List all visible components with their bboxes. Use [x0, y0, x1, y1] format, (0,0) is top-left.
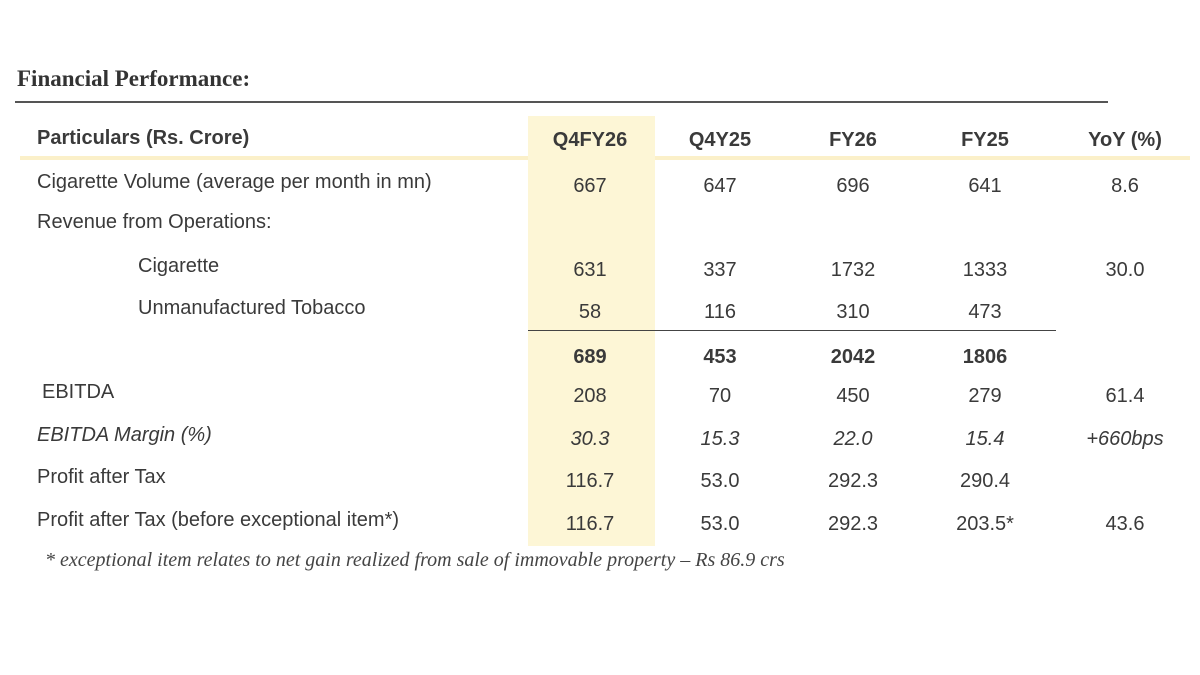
cell: 15.3: [700, 428, 740, 450]
cell: 337: [703, 259, 737, 281]
cell: 30.0: [1105, 259, 1145, 281]
cell: 453: [703, 346, 737, 368]
subtotal-rule: [528, 330, 1056, 331]
row-label: Unmanufactured Tobacco: [138, 297, 366, 319]
row-label: Cigarette Volume (average per month in m…: [37, 171, 432, 193]
cell: 2042: [830, 346, 876, 368]
cell: 1732: [830, 259, 876, 281]
highlight-column: [528, 116, 655, 546]
cell: 15.4: [965, 428, 1005, 450]
header-cell: YoY (%): [1088, 129, 1162, 151]
row-label: EBITDA: [42, 381, 115, 403]
cell: 116.7: [565, 513, 615, 535]
cell: 667: [573, 175, 607, 197]
cell: 22.0: [833, 428, 873, 450]
cell: 290.4: [959, 470, 1011, 492]
cell: 292.3: [827, 513, 879, 535]
header-cell: FY26: [829, 129, 877, 151]
cell: 58: [578, 301, 602, 323]
row-label: Cigarette: [138, 255, 220, 277]
cell: 1806: [962, 346, 1008, 368]
cell: 631: [573, 259, 607, 281]
header-cell: FY25: [961, 129, 1009, 151]
cell: 689: [573, 346, 607, 368]
cell: 53.0: [700, 513, 740, 535]
header-cell: Q4Y25: [688, 129, 752, 151]
header-cell: Q4FY26: [552, 129, 628, 151]
cell: 696: [836, 175, 870, 197]
cell: 473: [968, 301, 1002, 323]
row-label: EBITDA Margin (%): [37, 424, 212, 446]
cell: 116: [704, 301, 736, 323]
cell: 208: [573, 385, 607, 407]
cell: 310: [836, 301, 870, 323]
cell: 43.6: [1105, 513, 1145, 535]
cell: 203.5*: [956, 513, 1014, 535]
cell: 292.3: [827, 470, 879, 492]
row-label: Profit after Tax (before exceptional ite…: [37, 509, 400, 531]
cell: 61.4: [1105, 385, 1145, 407]
footnote: * exceptional item relates to net gain r…: [45, 549, 785, 571]
cell: 30.3: [570, 428, 610, 450]
cell: 279: [968, 385, 1002, 407]
title: Financial Performance:: [17, 66, 251, 91]
cell: 450: [836, 385, 870, 407]
row-label: Profit after Tax: [37, 466, 166, 488]
cell: 1333: [962, 259, 1008, 281]
title-rule: [15, 101, 1108, 103]
row-label: Revenue from Operations:: [37, 211, 272, 233]
cell: 647: [703, 175, 737, 197]
cell: 641: [968, 175, 1002, 197]
cell: +660bps: [1086, 428, 1164, 450]
cell: 70: [708, 385, 732, 407]
cell: 8.6: [1111, 175, 1139, 197]
header-cell: Particulars (Rs. Crore): [37, 127, 250, 149]
cell: 116.7: [565, 470, 615, 492]
cell: 53.0: [700, 470, 740, 492]
